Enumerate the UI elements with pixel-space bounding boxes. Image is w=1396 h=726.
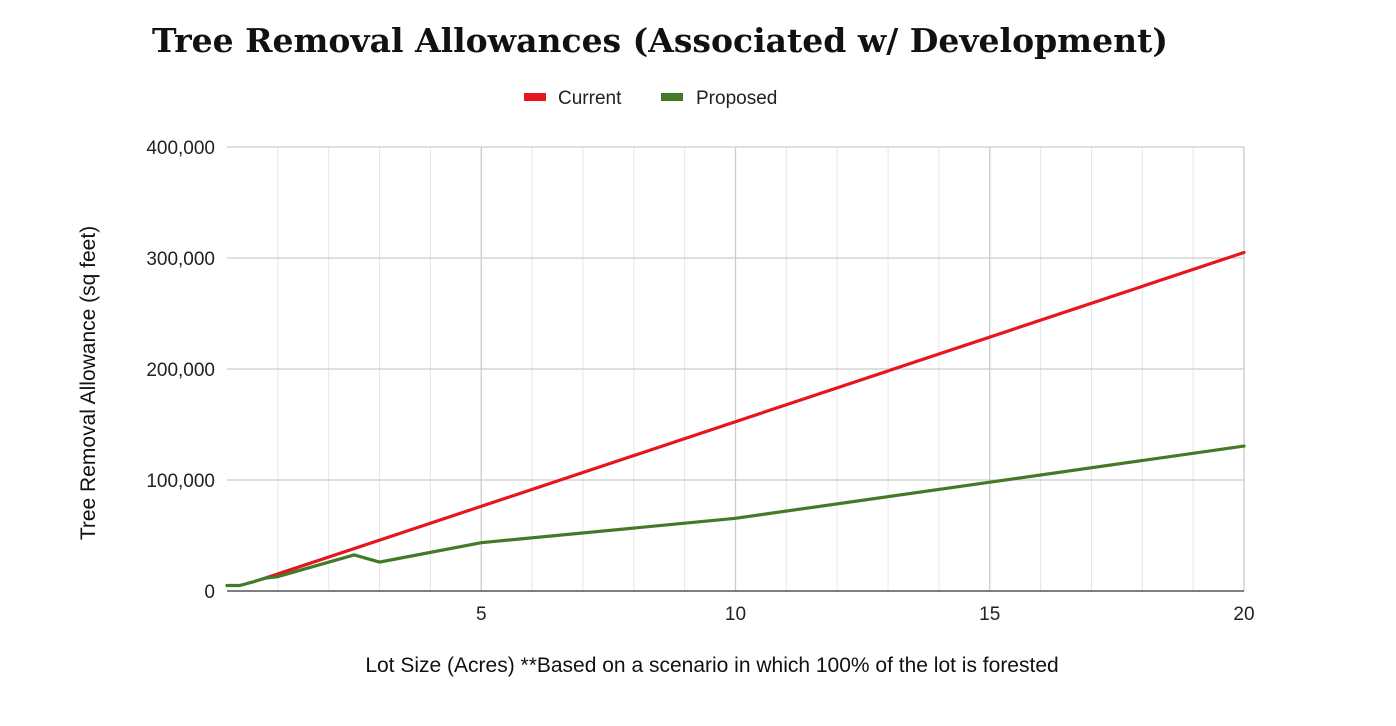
series-line-proposed (225, 444, 1246, 588)
grid (227, 146, 1245, 592)
legend-swatch-current (524, 93, 546, 101)
y-axis-title: Tree Removal Allowance (sq feet) (77, 226, 100, 540)
legend-label-proposed: Proposed (696, 88, 777, 109)
y-tick-label: 100,000 (146, 471, 215, 492)
chart-title: Tree Removal Allowances (Associated w/ D… (152, 21, 1168, 60)
x-tick-label: 20 (1233, 604, 1254, 625)
series-line-current (263, 250, 1246, 580)
x-axis-ticks: 5 10 15 20 (476, 604, 1255, 625)
y-tick-label: 200,000 (146, 360, 215, 381)
x-tick-label: 5 (476, 604, 487, 625)
legend-swatch-proposed (661, 93, 683, 101)
y-tick-label: 400,000 (146, 138, 215, 159)
y-tick-label: 0 (204, 582, 215, 603)
legend-label-current: Current (558, 88, 622, 109)
x-tick-label: 10 (725, 604, 746, 625)
y-axis-ticks: 0 100,000 200,000 300,000 400,000 (146, 138, 215, 603)
x-tick-label: 15 (979, 604, 1000, 625)
x-axis-title: Lot Size (Acres) **Based on a scenario i… (365, 654, 1058, 677)
series-lines (225, 250, 1246, 588)
legend: Current Proposed (524, 88, 777, 109)
y-tick-label: 300,000 (146, 249, 215, 270)
